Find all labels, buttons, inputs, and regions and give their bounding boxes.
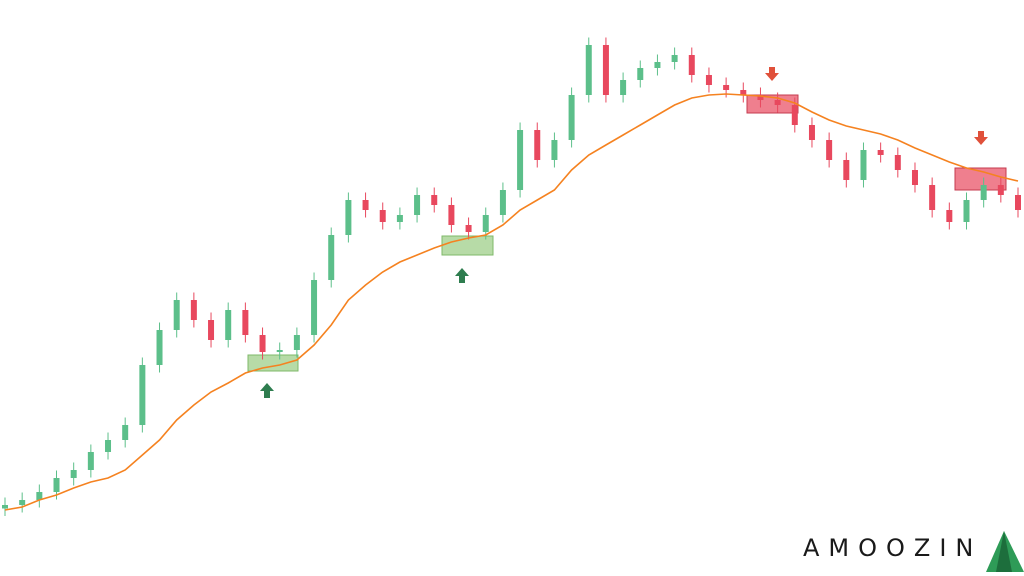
down-arrow (974, 131, 988, 145)
candle-body (414, 195, 421, 215)
candle-body (36, 492, 43, 500)
candle-body (637, 68, 644, 80)
candle-body (791, 105, 798, 125)
candle-body (293, 335, 300, 350)
candle-body (156, 330, 163, 365)
candle-body (225, 310, 232, 340)
candle-body (139, 365, 146, 425)
candle-body (499, 190, 506, 215)
candle-body (534, 130, 541, 160)
candle-body (860, 150, 867, 180)
candle-body (688, 55, 695, 75)
candle-body (482, 215, 489, 232)
candle-body (276, 350, 283, 352)
candle-body (671, 55, 678, 62)
candle-body (723, 85, 730, 90)
candle-body (705, 75, 712, 85)
candle-body (517, 130, 524, 190)
brand-text: AMOOZIN (803, 534, 982, 562)
up-arrow (260, 383, 274, 398)
candle-body (585, 45, 592, 95)
candle-body (877, 150, 884, 155)
candle-body (87, 452, 94, 470)
candle-body (963, 200, 970, 222)
candle-body (362, 200, 369, 210)
candle-body (259, 335, 266, 352)
candle-body (568, 95, 575, 140)
candle-body (396, 215, 403, 222)
candle-body (208, 320, 215, 340)
candle-body (379, 210, 386, 222)
candle-body (843, 160, 850, 180)
candle-body (465, 225, 472, 232)
down-arrow (765, 67, 779, 81)
arrows (260, 67, 988, 398)
support-zone (247, 354, 299, 372)
candle-body (602, 45, 609, 95)
candle-body (173, 300, 180, 330)
candle-body (946, 210, 953, 222)
candle-body (774, 100, 781, 105)
candle-body (19, 500, 26, 505)
candle-body (757, 95, 764, 100)
candle-body (894, 155, 901, 170)
moving-average (4, 93, 1019, 511)
candle-body (654, 62, 661, 68)
candle-body (740, 90, 747, 95)
candle-body (122, 425, 129, 440)
candle-body (345, 200, 352, 235)
candle-body (826, 140, 833, 160)
candle-body (242, 310, 249, 335)
candle-body (2, 505, 8, 509)
candle-body (929, 185, 936, 210)
candle-body (448, 205, 455, 225)
candle-body (53, 478, 60, 492)
candle-body (1015, 195, 1021, 210)
candle-body (190, 300, 197, 320)
candle-body (808, 125, 815, 140)
up-arrow (455, 268, 469, 283)
candle-body (620, 80, 627, 95)
candle-body (980, 185, 987, 200)
candle-body (70, 470, 77, 478)
candle-body (328, 235, 335, 280)
candle-body (997, 185, 1004, 195)
logo-shape (996, 531, 1012, 572)
candle-body (551, 140, 558, 160)
candle-body (105, 440, 112, 452)
plot (2, 37, 1021, 516)
candle-body (311, 280, 318, 335)
candle-body (911, 170, 918, 185)
brand-logo (986, 531, 1024, 572)
candle-body (431, 195, 438, 205)
zones (247, 94, 1007, 372)
